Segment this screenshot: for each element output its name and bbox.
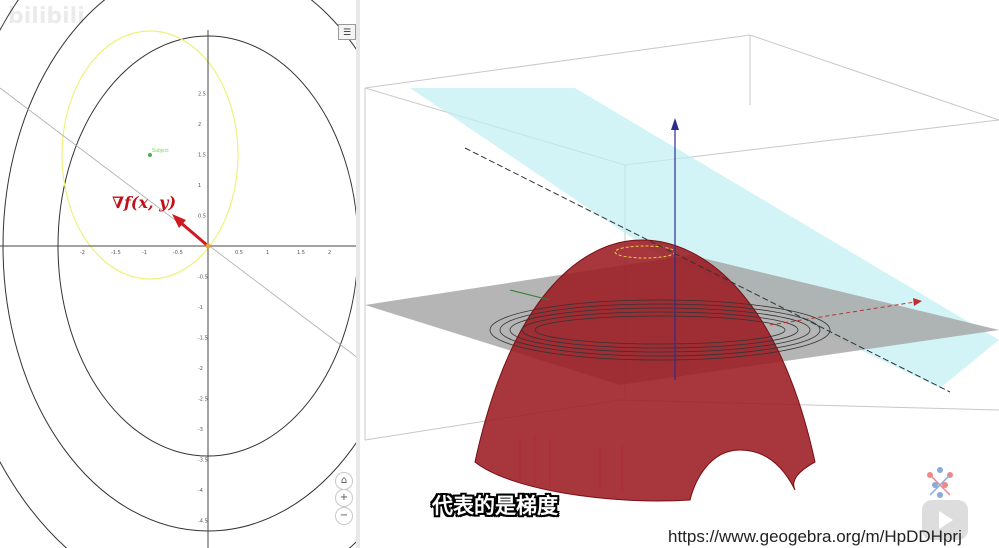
zoom-out-icon[interactable]: −: [335, 507, 353, 525]
point-label: Subject: [152, 148, 169, 154]
x-tick-label: -0.5: [173, 250, 183, 256]
graphics-2d-canvas: -2 -1.5 -1 -0.5 0.5 1 1.5 2 2.5 2 1.5 1 0.5 -0.5 -1 -1…: [0, 0, 358, 548]
y-tick-label: -4: [198, 488, 203, 494]
watermark: bilibili: [8, 4, 85, 29]
y-tick-label: 1: [198, 183, 201, 189]
surface-contours: [489, 299, 831, 361]
graphics-menu-icon[interactable]: ☰: [338, 24, 356, 40]
x-tick-label: 2: [328, 250, 331, 256]
play-icon: [939, 511, 953, 529]
x-tick-label: -1.5: [111, 250, 121, 256]
graphics-view-2d[interactable]: -2 -1.5 -1 -0.5 0.5 1 1.5 2 2.5 2 1.5 1 0.5 -0.5 -1 -1…: [0, 0, 358, 548]
y-tick-label: -0.5: [198, 275, 208, 281]
x-axis-3d-arrow: [913, 298, 922, 306]
graphics-view-3d[interactable]: [360, 0, 999, 548]
x-tick-label: -2: [80, 250, 85, 256]
gradient-arrow-head: [172, 214, 186, 228]
level-curves: [0, 0, 358, 548]
view-divider[interactable]: [356, 0, 360, 548]
x-tick-label: -1: [142, 250, 147, 256]
molecule-logo-icon: [927, 467, 953, 498]
y-tick-label: -1.5: [198, 336, 208, 342]
origin-point[interactable]: [205, 243, 211, 249]
home-icon[interactable]: ⌂: [335, 472, 353, 490]
y-tick-label: -1: [198, 305, 203, 311]
y-tick-label: -4.5: [198, 519, 208, 525]
z-axis-arrow: [671, 118, 679, 130]
gradient-arrow: [179, 220, 209, 248]
y-tick-label: -2.5: [198, 397, 208, 403]
play-button[interactable]: [922, 500, 968, 540]
zoom-in-icon[interactable]: +: [335, 489, 353, 507]
x-axis-3d: [769, 301, 916, 326]
gradient-label: ∇f(x, y): [112, 193, 177, 212]
yellow-ellipse: [61, 30, 239, 280]
subject-point[interactable]: [148, 153, 152, 157]
y-axis-3d: [509, 289, 551, 301]
y-tick-label: 2.5: [198, 92, 206, 98]
y-tick-label: -3: [198, 427, 203, 433]
tangent-line-3d: [464, 147, 951, 393]
y-tick-label: -3.5: [198, 458, 208, 464]
y-tick-label: 0.5: [198, 214, 206, 220]
graphics-3d-canvas: [364, 34, 999, 502]
x-tick-label: 0.5: [235, 250, 243, 256]
y-tick-label: 2: [198, 122, 201, 128]
surface-shading: [519, 435, 623, 492]
x-tick-label: 1: [266, 250, 269, 256]
x-tick-label: 1.5: [297, 250, 305, 256]
y-tick-label: -2: [198, 366, 203, 372]
y-tick-label: 1.5: [198, 153, 206, 159]
video-subtitle: 代表的是梯度: [432, 494, 558, 518]
surface-paraboloid: [474, 239, 816, 502]
source-url: https://www.geogebra.org/m/HpDDHprj: [668, 527, 962, 546]
